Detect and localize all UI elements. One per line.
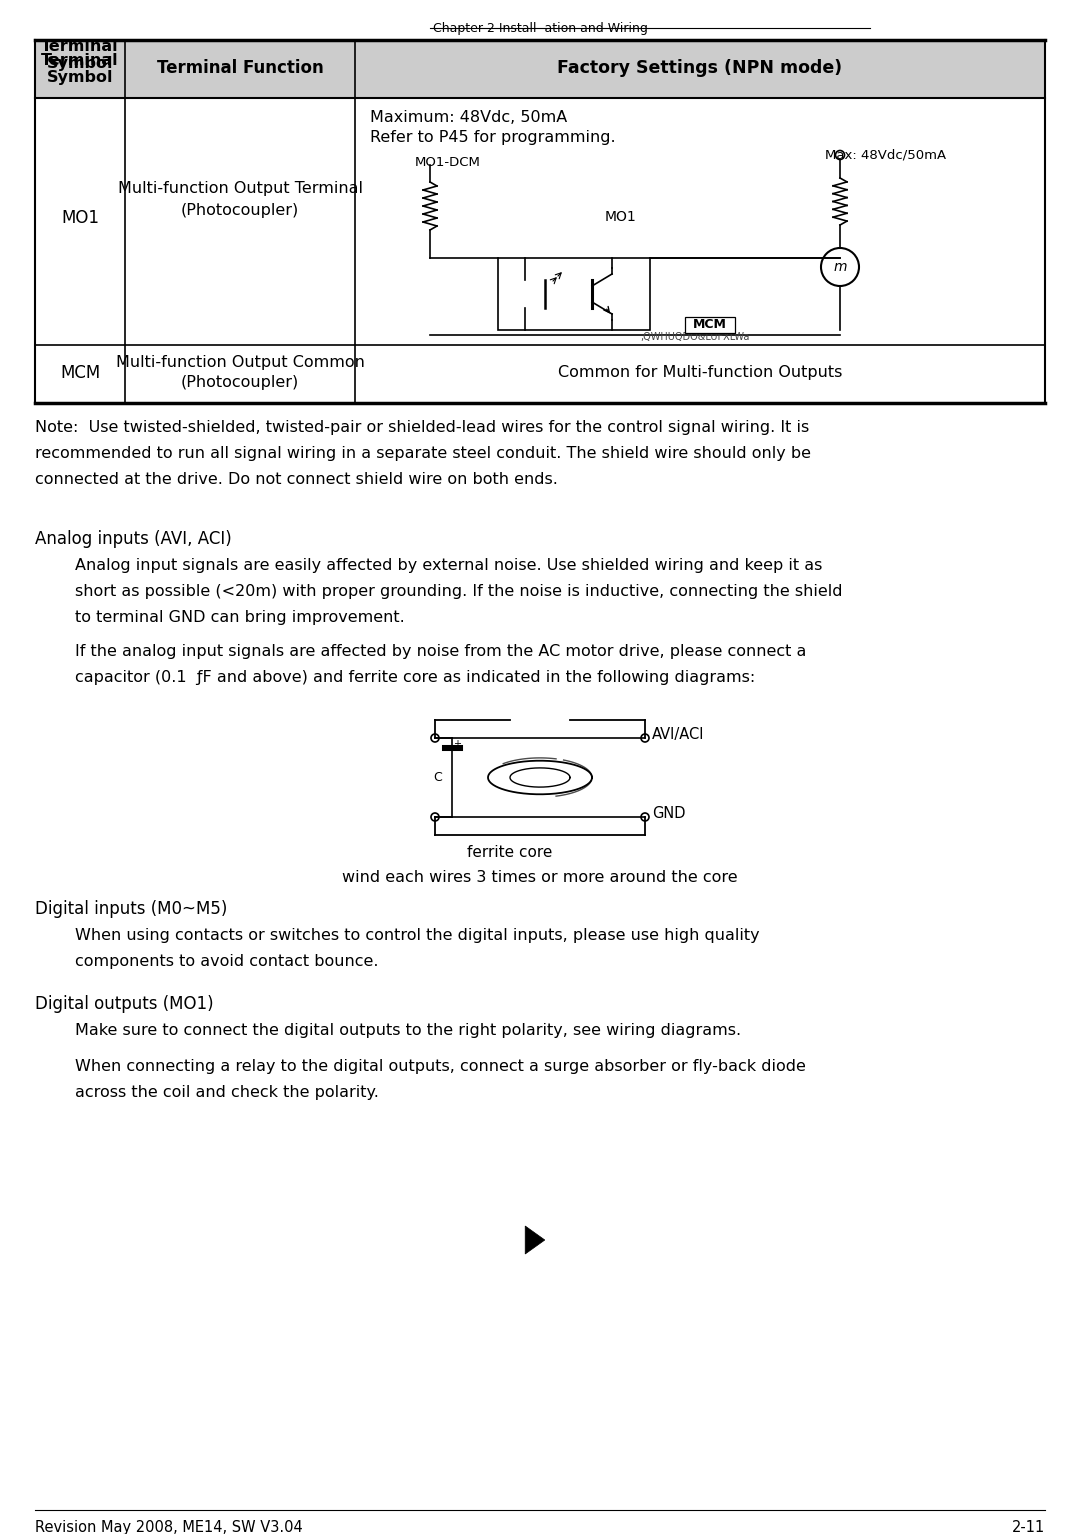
Text: Maximum: 48Vdc, 50mA: Maximum: 48Vdc, 50mA bbox=[370, 110, 567, 124]
Text: +: + bbox=[453, 739, 461, 749]
Text: Note:  Use twisted-shielded, twisted-pair or shielded-lead wires for the control: Note: Use twisted-shielded, twisted-pair… bbox=[35, 420, 809, 436]
Text: Revision May 2008, ME14, SW V3.04: Revision May 2008, ME14, SW V3.04 bbox=[35, 1520, 302, 1534]
Text: Make sure to connect the digital outputs to the right polarity, see wiring diagr: Make sure to connect the digital outputs… bbox=[75, 1023, 741, 1039]
Text: ferrite core: ferrite core bbox=[468, 845, 553, 861]
Text: C: C bbox=[434, 772, 443, 784]
Text: short as possible (<20m) with proper grounding. If the noise is inductive, conne: short as possible (<20m) with proper gro… bbox=[75, 584, 842, 598]
Text: MO1-DCM: MO1-DCM bbox=[415, 156, 481, 169]
Text: m: m bbox=[834, 259, 847, 275]
Text: Digital inputs (M0~M5): Digital inputs (M0~M5) bbox=[35, 900, 228, 917]
Text: If the analog input signals are affected by noise from the AC motor drive, pleas: If the analog input signals are affected… bbox=[75, 644, 807, 660]
Text: Digital outputs (MO1): Digital outputs (MO1) bbox=[35, 996, 214, 1012]
Text: recommended to run all signal wiring in a separate steel conduit. The shield wir: recommended to run all signal wiring in … bbox=[35, 446, 811, 462]
Text: connected at the drive. Do not connect shield wire on both ends.: connected at the drive. Do not connect s… bbox=[35, 472, 558, 486]
Text: 2-11: 2-11 bbox=[1012, 1520, 1045, 1534]
Text: Terminal
Symbol: Terminal Symbol bbox=[41, 52, 119, 86]
Text: Multi-function Output Common: Multi-function Output Common bbox=[116, 356, 364, 371]
Text: GND: GND bbox=[652, 807, 686, 822]
Text: to terminal GND can bring improvement.: to terminal GND can bring improvement. bbox=[75, 611, 405, 624]
Text: When using contacts or switches to control the digital inputs, please use high q: When using contacts or switches to contr… bbox=[75, 928, 759, 943]
Text: wind each wires 3 times or more around the core: wind each wires 3 times or more around t… bbox=[342, 870, 738, 885]
Text: Terminal Function: Terminal Function bbox=[157, 58, 323, 77]
Text: When connecting a relay to the digital outputs, connect a surge absorber or fly-: When connecting a relay to the digital o… bbox=[75, 1058, 806, 1074]
Text: components to avoid contact bounce.: components to avoid contact bounce. bbox=[75, 954, 378, 969]
Text: Terminal
Symbol: Terminal Symbol bbox=[41, 38, 119, 71]
Text: (Photocoupler): (Photocoupler) bbox=[180, 374, 299, 390]
Text: Common for Multi-function Outputs: Common for Multi-function Outputs bbox=[557, 365, 842, 379]
Bar bbox=[685, 318, 735, 333]
Text: MCM: MCM bbox=[693, 319, 727, 331]
Text: Multi-function Output Terminal: Multi-function Output Terminal bbox=[118, 181, 363, 195]
Text: across the coil and check the polarity.: across the coil and check the polarity. bbox=[75, 1085, 379, 1100]
Text: capacitor (0.1  ƒF and above) and ferrite core as indicated in the following dia: capacitor (0.1 ƒF and above) and ferrite… bbox=[75, 670, 755, 686]
Text: ,QWHUQDO&LUFXLWa: ,QWHUQDO&LUFXLWa bbox=[640, 331, 750, 342]
Text: Analog input signals are easily affected by external noise. Use shielded wiring : Analog input signals are easily affected… bbox=[75, 558, 822, 574]
Polygon shape bbox=[525, 1226, 544, 1253]
Text: Max: 48Vdc/50mA: Max: 48Vdc/50mA bbox=[825, 149, 946, 163]
Bar bbox=[35, 40, 1045, 98]
Text: (Photocoupler): (Photocoupler) bbox=[180, 202, 299, 218]
Text: MO1: MO1 bbox=[60, 209, 99, 227]
Text: MO1: MO1 bbox=[604, 210, 636, 224]
Text: Factory Settings (NPN mode): Factory Settings (NPN mode) bbox=[557, 58, 842, 77]
Text: MCM: MCM bbox=[59, 364, 100, 382]
Text: Analog inputs (AVI, ACI): Analog inputs (AVI, ACI) bbox=[35, 531, 232, 548]
Bar bbox=[498, 258, 650, 330]
Text: Chapter 2 Install  ation and Wiring: Chapter 2 Install ation and Wiring bbox=[433, 21, 647, 35]
Text: AVI/ACI: AVI/ACI bbox=[652, 727, 704, 742]
Text: Refer to P45 for programming.: Refer to P45 for programming. bbox=[370, 130, 616, 146]
